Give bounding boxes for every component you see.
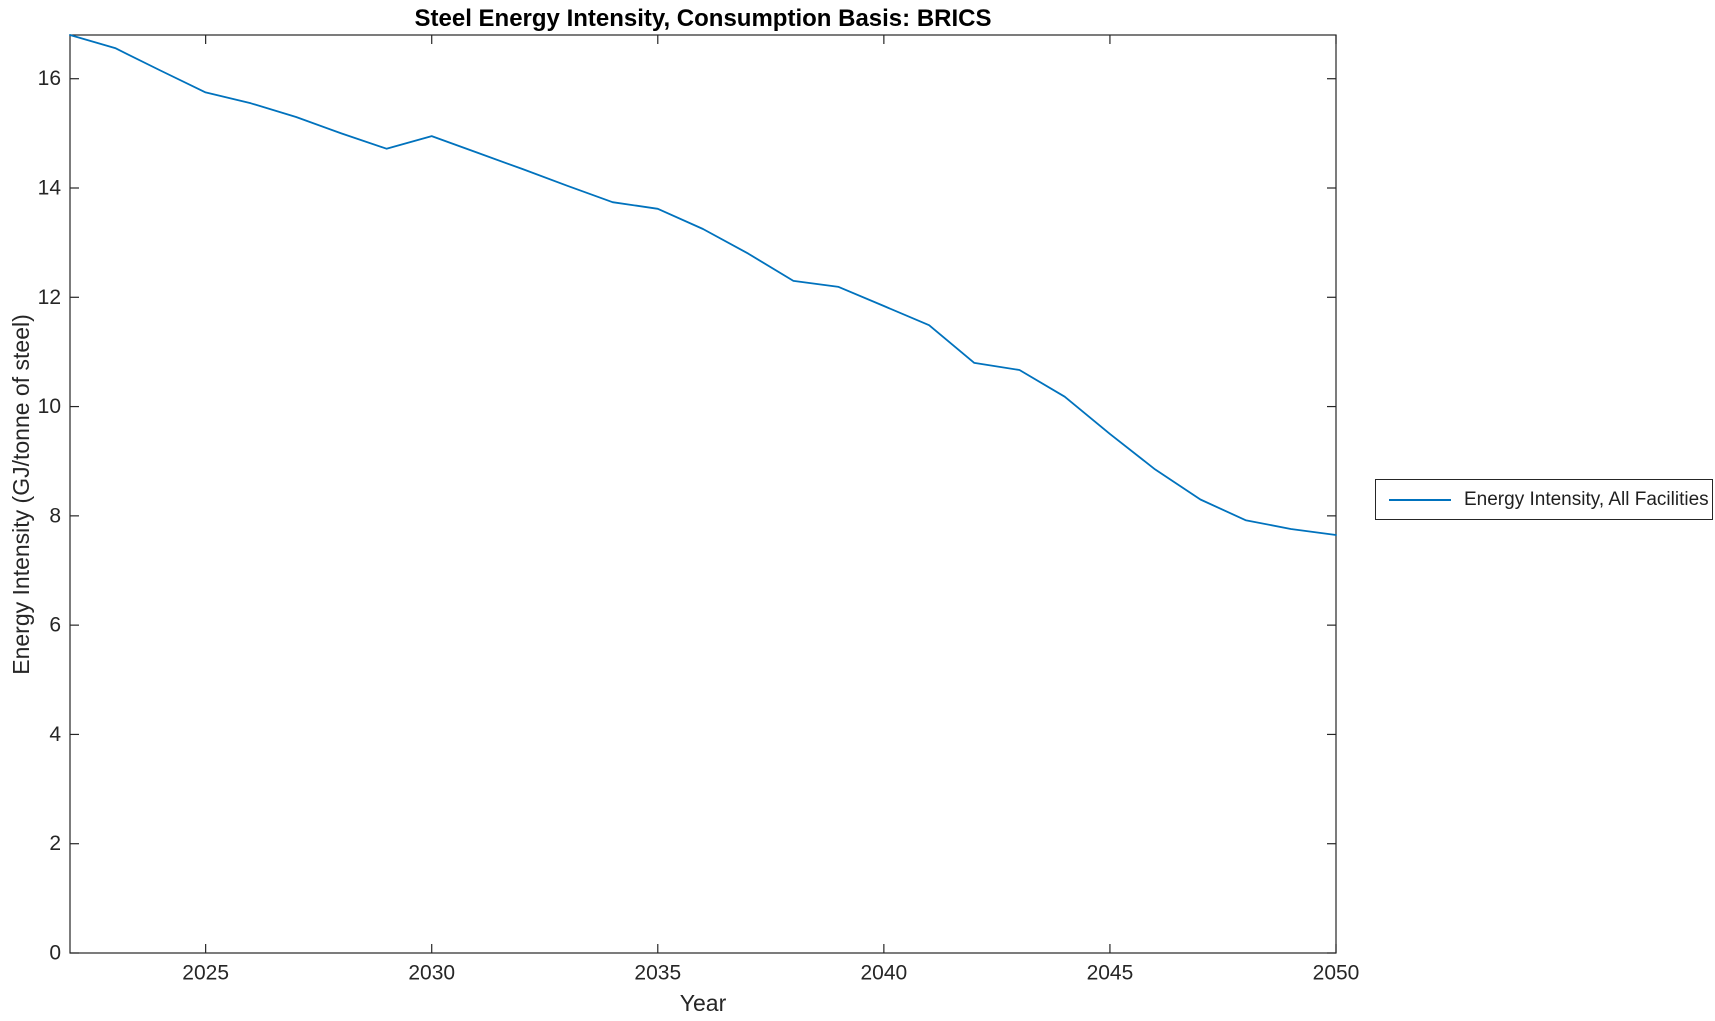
axes-box xyxy=(69,34,1337,954)
y-tick-label: 12 xyxy=(38,286,61,309)
y-tick-label: 14 xyxy=(38,177,62,200)
x-tick-label: 2045 xyxy=(1087,961,1134,984)
legend-entry-label: Energy Intensity, All Facilities xyxy=(1464,488,1709,510)
x-tick-label: 2050 xyxy=(1313,961,1360,984)
y-tick-label: 10 xyxy=(38,395,61,418)
chart-title: Steel Energy Intensity, Consumption Basi… xyxy=(414,5,992,32)
x-tick-label: 2035 xyxy=(634,961,681,984)
x-tick-label: 2040 xyxy=(860,961,907,984)
y-tick-label: 8 xyxy=(49,504,61,527)
y-tick-label: 16 xyxy=(38,67,61,90)
y-tick-label: 6 xyxy=(49,614,61,637)
y-tick-label: 2 xyxy=(49,832,61,855)
series-line xyxy=(69,34,1337,536)
legend-line-sample xyxy=(1389,498,1451,501)
x-tick-label: 2030 xyxy=(408,961,455,984)
x-axis-label: Year xyxy=(679,990,727,1016)
y-tick-label: 4 xyxy=(49,723,61,746)
x-tick-label: 2025 xyxy=(182,961,229,984)
legend: Energy Intensity, All Facilities xyxy=(1375,479,1713,520)
y-tick-label: 0 xyxy=(49,942,61,965)
